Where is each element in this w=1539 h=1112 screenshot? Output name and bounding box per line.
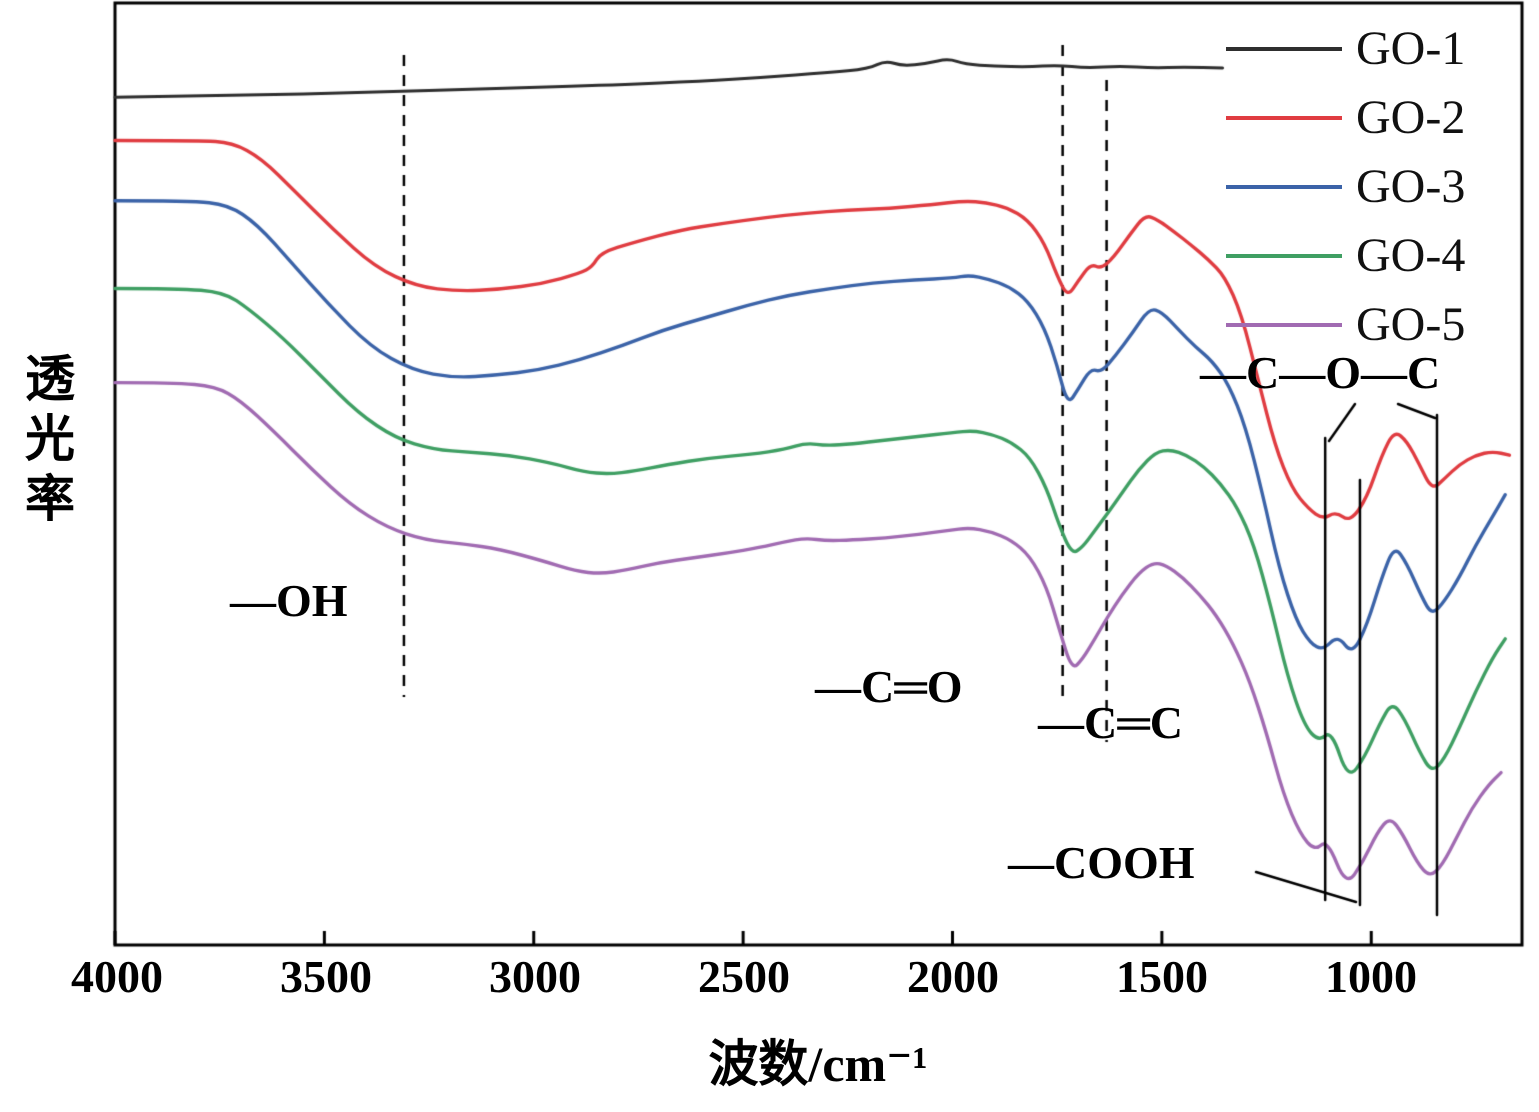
legend: GO-1 GO-2 GO-3 GO-4 GO-5 bbox=[1226, 14, 1465, 359]
legend-item: GO-4 bbox=[1226, 221, 1465, 290]
legend-label: GO-3 bbox=[1356, 159, 1466, 213]
annotation-cooh: —COOH bbox=[1008, 837, 1195, 888]
x-axis-label: 波数/cm⁻¹ bbox=[708, 1036, 928, 1092]
x-tick-label: 2000 bbox=[907, 951, 999, 1002]
x-tick-label: 1000 bbox=[1325, 951, 1417, 1002]
legend-label: GO-1 bbox=[1356, 21, 1466, 75]
legend-item: GO-1 bbox=[1226, 14, 1465, 83]
annotation-c-double-c: —C═C bbox=[1038, 697, 1184, 748]
legend-line-sample bbox=[1226, 184, 1342, 189]
x-tick-label: 4000 bbox=[71, 951, 163, 1002]
annotation-oh: —OH bbox=[230, 575, 348, 626]
x-tick-label: 3500 bbox=[280, 951, 372, 1002]
y-axis-label: 透光率 bbox=[18, 352, 74, 532]
legend-item: GO-2 bbox=[1226, 83, 1465, 152]
legend-label: GO-5 bbox=[1356, 297, 1466, 351]
annotation-c-o-c: —C—O—C bbox=[1200, 347, 1441, 398]
annotation-c-double-o: —C═O bbox=[815, 661, 963, 712]
legend-line-sample bbox=[1226, 253, 1342, 258]
legend-label: GO-4 bbox=[1356, 228, 1466, 282]
legend-line-sample bbox=[1226, 322, 1342, 327]
legend-item: GO-5 bbox=[1226, 290, 1465, 359]
legend-line-sample bbox=[1226, 46, 1342, 51]
x-tick-label: 2500 bbox=[698, 951, 790, 1002]
legend-label: GO-2 bbox=[1356, 90, 1466, 144]
legend-line-sample bbox=[1226, 115, 1342, 120]
x-tick-label: 3000 bbox=[489, 951, 581, 1002]
x-tick-label: 1500 bbox=[1116, 951, 1208, 1002]
legend-item: GO-3 bbox=[1226, 152, 1465, 221]
